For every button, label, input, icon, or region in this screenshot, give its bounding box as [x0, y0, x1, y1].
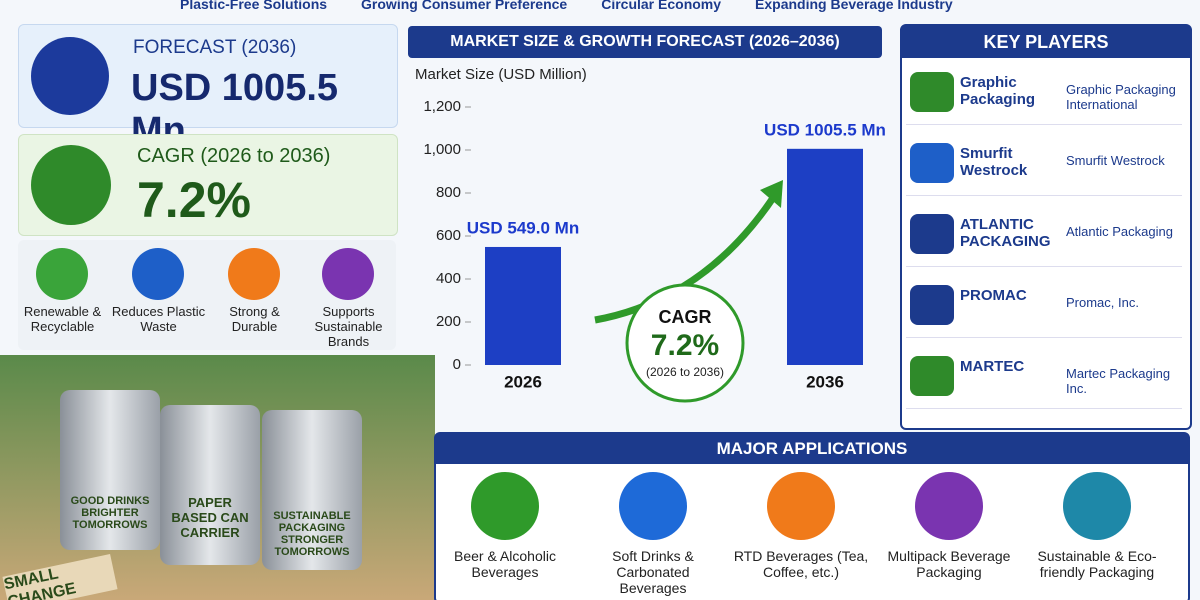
- player-name: Martec Packaging Inc.: [1066, 366, 1171, 396]
- application-label: Beer & Alcoholic Beverages: [454, 548, 556, 580]
- application-label: Sustainable & Eco-friendly Packaging: [1037, 548, 1157, 580]
- feature-label: Renewable & Recyclable: [23, 304, 102, 334]
- can-text: SUSTAINABLE PACKAGING STRONGER TOMORROWS: [273, 510, 351, 558]
- player-logo: Graphic Packaging: [960, 74, 1036, 108]
- cagr-icon: [31, 145, 111, 225]
- application-icon: [471, 472, 539, 540]
- can-text: SMALL CHANGE: [2, 553, 118, 600]
- feature-icon: [36, 248, 88, 300]
- forecast-card: FORECAST (2036) USD 1005.5 Mn: [18, 24, 398, 152]
- forecast-value: USD 1005.5 Mn: [131, 67, 339, 152]
- x-tick-label: 2026: [504, 372, 542, 391]
- annotation-title: CAGR: [659, 307, 712, 327]
- annotation-value: 7.2%: [651, 329, 719, 362]
- y-tick-label: 400: [436, 270, 461, 287]
- player-logo: Smurfit Westrock: [960, 145, 1028, 179]
- player-name: Promac, Inc.: [1066, 295, 1139, 310]
- product-photo: GOOD DRINKS BRIGHTER TOMORROWS PAPER BAS…: [0, 355, 435, 600]
- applications-title: MAJOR APPLICATIONS: [436, 434, 1188, 464]
- y-axis-label: Market Size (USD Million): [415, 66, 587, 83]
- cagr-value: 7.2%: [137, 172, 251, 228]
- feature-icon: [322, 248, 374, 300]
- player-logo-mark: [910, 143, 954, 183]
- player-logo-mark: [910, 214, 954, 254]
- banner-item: Expanding Beverage Industry: [755, 0, 953, 12]
- y-tick-label: 800: [436, 184, 461, 201]
- banner-item: Growing Consumer Preference: [361, 0, 568, 12]
- x-tick-label: 2036: [806, 372, 844, 391]
- cagr-card: CAGR (2026 to 2036) 7.2%: [18, 134, 398, 236]
- application-label: RTD Beverages (Tea, Coffee, etc.): [733, 548, 869, 580]
- banner: Plastic-Free Solutions Growing Consumer …: [180, 0, 1020, 14]
- application-icon: [767, 472, 835, 540]
- chart: Market Size (USD Million) CAGR 7.2% (202…: [415, 66, 885, 403]
- forecast-icon: [31, 37, 109, 115]
- y-tick-label: 200: [436, 313, 461, 330]
- growth-arrowhead: [760, 180, 783, 208]
- cagr-badge: [625, 283, 745, 403]
- player-name: Atlantic Packaging: [1066, 224, 1173, 239]
- cagr-label: CAGR (2026 to 2036): [137, 145, 331, 167]
- bar: [485, 246, 561, 365]
- can: [60, 390, 160, 550]
- application-label: Multipack Beverage Packaging: [887, 548, 1011, 580]
- forecast-label: FORECAST (2036): [133, 37, 297, 58]
- player-name: Graphic Packaging International: [1066, 82, 1176, 112]
- player-logo: ATLANTIC PACKAGING: [960, 216, 1051, 250]
- key-players-title: KEY PLAYERS: [902, 26, 1190, 58]
- banner-item: Plastic-Free Solutions: [180, 0, 328, 12]
- feature-label: Supports Sustainable Brands: [314, 304, 383, 349]
- annotation-period: (2026 to 2036): [646, 365, 724, 379]
- y-tick-label: 0: [453, 356, 461, 373]
- player-logo-mark: [910, 285, 954, 325]
- player-logo-mark: [910, 72, 954, 112]
- application-label: Soft Drinks & Carbonated Beverages: [612, 548, 694, 596]
- chart-title: MARKET SIZE & GROWTH FORECAST (2026–2036…: [408, 26, 882, 58]
- y-tick-label: 1,000: [423, 141, 461, 158]
- can: [160, 405, 260, 565]
- y-tick-label: 1,200: [423, 98, 461, 115]
- application-icon: [915, 472, 983, 540]
- player-logo: MARTEC: [960, 358, 1025, 375]
- player-logo: PROMAC: [960, 287, 1027, 304]
- value-label: USD 1005.5 Mn: [764, 120, 885, 139]
- player-logo-mark: [910, 356, 954, 396]
- feature-icon: [132, 248, 184, 300]
- feature-label: Reduces Plastic Waste: [111, 304, 206, 334]
- application-icon: [619, 472, 687, 540]
- application-icon: [1063, 472, 1131, 540]
- y-tick-label: 600: [436, 227, 461, 244]
- can: [262, 410, 362, 570]
- can-text: GOOD DRINKS BRIGHTER TOMORROWS: [70, 495, 150, 531]
- bar: [787, 148, 863, 365]
- growth-arrow: [594, 193, 778, 324]
- can-text: PAPER BASED CAN CARRIER: [171, 495, 249, 540]
- value-label: USD 549.0 Mn: [467, 218, 579, 237]
- features: Renewable & Recyclable Reduces Plastic W…: [18, 240, 396, 350]
- feature-icon: [228, 248, 280, 300]
- feature-label: Strong & Durable: [229, 304, 280, 334]
- player-name: Smurfit Westrock: [1066, 153, 1165, 168]
- banner-item: Circular Economy: [601, 0, 722, 12]
